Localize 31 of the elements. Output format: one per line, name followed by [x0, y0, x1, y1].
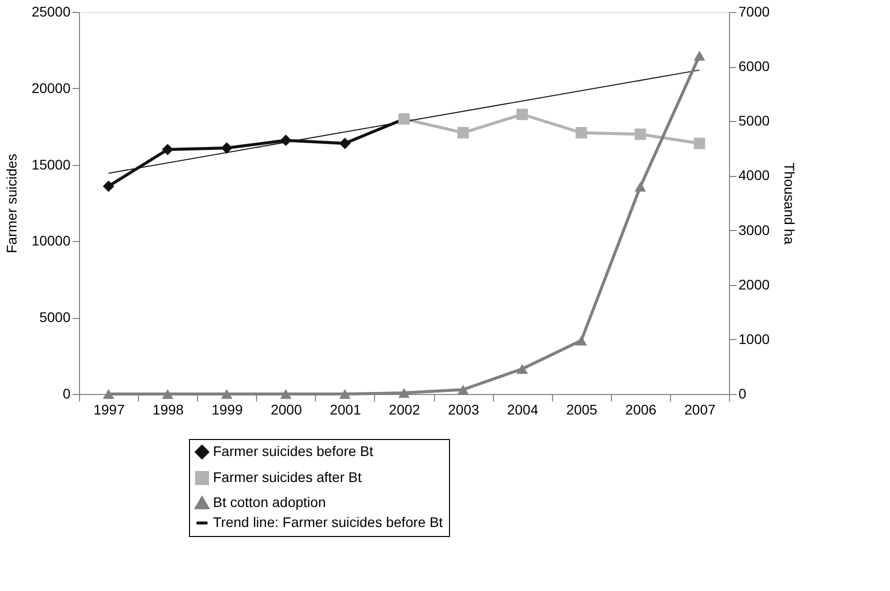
x-tick-label: 1999: [212, 402, 244, 418]
y-tick-label: 25000: [32, 4, 71, 20]
y2-tick-label: 7000: [738, 4, 770, 20]
x-tick-label: 1997: [93, 402, 125, 418]
legend-label: Trend line: Farmer suicides before Bt: [213, 514, 443, 530]
y2-tick-label: 2000: [738, 276, 770, 292]
legend-label: Bt cotton adoption: [213, 494, 326, 510]
legend-label: Farmer suicides after Bt: [213, 469, 362, 485]
legend-label: Farmer suicides before Bt: [213, 443, 374, 459]
y2-tick-label: 1000: [738, 330, 770, 347]
x-tick-label: 2001: [330, 402, 362, 418]
y2-tick-label: 5000: [738, 112, 770, 129]
y-tick-label: 0: [62, 386, 71, 402]
y2-tick-label: 3000: [738, 222, 770, 238]
y2-tick-label: 6000: [738, 58, 770, 74]
y-tick-label: 15000: [32, 156, 71, 172]
x-tick-label: 2002: [388, 402, 420, 418]
x-tick-label: 1998: [152, 402, 184, 418]
y2-tick-label: 0: [738, 386, 746, 402]
y-tick-label: 20000: [32, 80, 71, 96]
y-tick-label: 10000: [32, 232, 71, 249]
x-tick-label: 2007: [684, 402, 716, 418]
x-tick-label: 2003: [448, 402, 480, 418]
x-tick-label: 2006: [625, 402, 657, 418]
x-tick-label: 2004: [507, 402, 538, 418]
x-tick-label: 2000: [270, 402, 302, 418]
y2-tick-label: 4000: [738, 167, 770, 184]
y-axis-title: Farmer suicides: [4, 154, 20, 254]
x-tick-label: 2005: [566, 402, 598, 418]
y2-axis-title: Thousand ha: [782, 162, 798, 245]
y-tick-label: 5000: [39, 309, 71, 326]
